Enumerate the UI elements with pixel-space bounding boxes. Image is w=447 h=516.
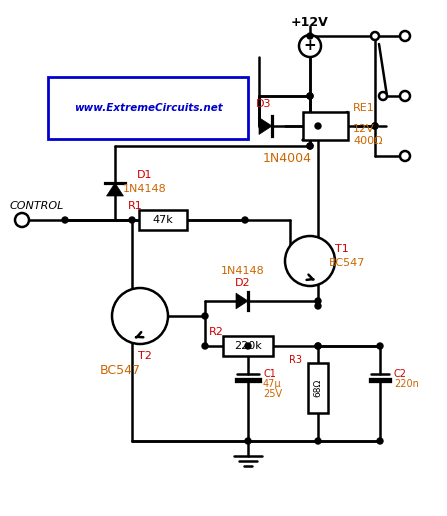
- Circle shape: [307, 143, 313, 149]
- Circle shape: [285, 236, 335, 286]
- Circle shape: [307, 93, 313, 99]
- Text: 47μ: 47μ: [263, 379, 282, 389]
- Circle shape: [245, 438, 251, 444]
- Circle shape: [372, 123, 378, 129]
- Text: 1N4004: 1N4004: [262, 152, 312, 165]
- Circle shape: [307, 93, 313, 99]
- Text: BC547: BC547: [100, 364, 140, 378]
- Circle shape: [202, 313, 208, 319]
- Circle shape: [202, 343, 208, 349]
- Polygon shape: [259, 118, 272, 135]
- Text: BC547: BC547: [329, 258, 365, 268]
- Text: 1N4148: 1N4148: [123, 184, 167, 194]
- Circle shape: [315, 343, 321, 349]
- Circle shape: [242, 217, 248, 223]
- Text: D2: D2: [235, 278, 251, 288]
- Polygon shape: [106, 183, 123, 196]
- Circle shape: [377, 438, 383, 444]
- Text: 1N4148: 1N4148: [221, 266, 265, 276]
- Text: T1: T1: [335, 244, 349, 254]
- Text: C1: C1: [263, 369, 276, 379]
- Circle shape: [377, 343, 383, 349]
- Circle shape: [299, 35, 321, 57]
- Text: R3: R3: [290, 355, 303, 365]
- Text: 47k: 47k: [152, 215, 173, 225]
- Circle shape: [315, 343, 321, 349]
- Circle shape: [112, 288, 168, 344]
- Text: 400Ω: 400Ω: [353, 136, 383, 146]
- Circle shape: [372, 123, 378, 129]
- Circle shape: [15, 213, 29, 227]
- Bar: [303, 112, 347, 140]
- Polygon shape: [236, 293, 248, 309]
- Circle shape: [315, 303, 321, 309]
- Circle shape: [371, 32, 379, 40]
- Bar: [308, 363, 328, 413]
- Text: 68Ω: 68Ω: [313, 379, 322, 397]
- Circle shape: [62, 217, 68, 223]
- Circle shape: [400, 151, 410, 161]
- Text: C2: C2: [394, 369, 407, 379]
- Text: 220k: 220k: [234, 341, 262, 351]
- Text: RE1: RE1: [353, 103, 375, 113]
- Circle shape: [129, 217, 135, 223]
- Text: T2: T2: [138, 351, 152, 361]
- Text: www.ExtremeCircuits.net: www.ExtremeCircuits.net: [74, 103, 222, 113]
- Text: R2: R2: [209, 327, 224, 337]
- Circle shape: [307, 33, 313, 39]
- Bar: [223, 336, 273, 356]
- Circle shape: [245, 343, 251, 349]
- Circle shape: [307, 143, 313, 149]
- Text: 220n: 220n: [394, 379, 419, 389]
- Circle shape: [379, 92, 387, 100]
- Text: +12V: +12V: [291, 17, 329, 29]
- Circle shape: [315, 298, 321, 304]
- Bar: [139, 210, 187, 230]
- Text: D1: D1: [137, 170, 153, 180]
- Text: D3: D3: [256, 99, 272, 109]
- Text: +: +: [304, 38, 316, 53]
- Text: R1: R1: [128, 201, 143, 211]
- Circle shape: [315, 123, 321, 129]
- Circle shape: [400, 91, 410, 101]
- Text: 12V: 12V: [353, 124, 375, 134]
- Text: CONTROL: CONTROL: [10, 201, 64, 211]
- Circle shape: [315, 438, 321, 444]
- Circle shape: [400, 31, 410, 41]
- Text: 25V: 25V: [263, 389, 282, 399]
